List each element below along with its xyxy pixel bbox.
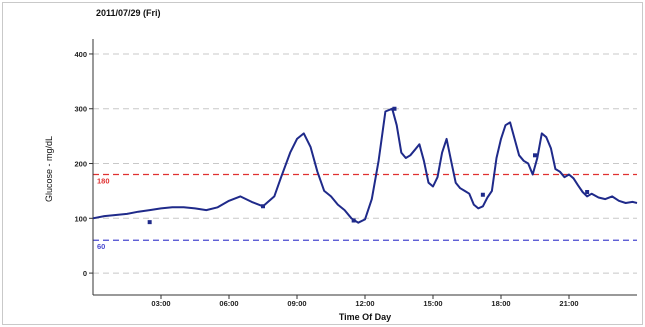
axis-layer	[92, 39, 637, 296]
y-tick-label: 300	[74, 105, 87, 114]
x-tick-label: 09:00	[287, 299, 306, 308]
x-tick-label: 18:00	[491, 299, 510, 308]
x-tick-label: 15:00	[423, 299, 442, 308]
y-tick-label: 200	[74, 160, 87, 169]
x-tick-label: 03:00	[151, 299, 170, 308]
event-marker	[351, 218, 356, 223]
threshold-label-low: 60	[97, 242, 105, 251]
threshold-label-high: 180	[97, 176, 110, 185]
label-layer: Time Of Day Glucose - mg/dL 0 100 200 300 40…	[44, 50, 579, 322]
event-marker	[147, 220, 152, 225]
event-marker	[480, 192, 485, 197]
y-tick-label: 100	[74, 214, 87, 223]
grid-layer	[89, 53, 637, 299]
y-tick-label: 0	[83, 269, 87, 278]
threshold-layer	[93, 173, 637, 241]
x-tick-label: 21:00	[559, 299, 578, 308]
x-axis-label: Time Of Day	[339, 312, 391, 322]
marker-layer	[147, 106, 590, 225]
event-marker	[585, 190, 590, 195]
series-layer	[92, 107, 638, 224]
event-marker	[533, 153, 537, 158]
x-tick-label: 12:00	[355, 299, 374, 308]
event-marker	[392, 106, 397, 111]
y-tick-label: 400	[74, 50, 87, 59]
y-axis-label: Glucose - mg/dL	[44, 136, 54, 202]
glucose-series-line	[92, 107, 638, 224]
chart-title: 2011/07/29 (Fri)	[96, 8, 161, 18]
x-tick-label: 06:00	[219, 299, 238, 308]
event-marker	[261, 204, 265, 209]
